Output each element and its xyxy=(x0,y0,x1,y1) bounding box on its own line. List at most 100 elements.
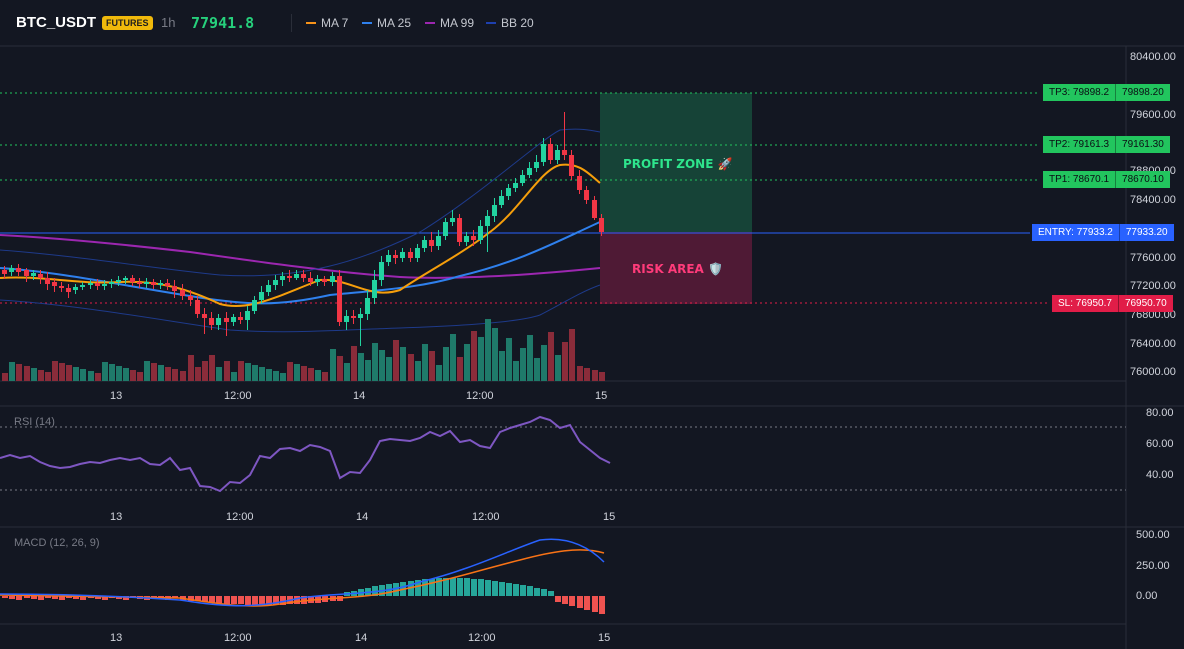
candle-body xyxy=(457,218,462,242)
tp1-tag[interactable]: TP1: 78670.1 78670.10 xyxy=(1043,171,1170,188)
candle-body xyxy=(471,236,476,240)
macd-bar xyxy=(562,596,568,604)
time-label: 12:00 xyxy=(226,511,254,523)
candle-body xyxy=(527,168,532,175)
macd-bar xyxy=(31,596,37,599)
volume-bar xyxy=(294,364,300,381)
macd-bar xyxy=(45,596,51,598)
macd-bar xyxy=(408,581,414,596)
candle-body xyxy=(73,287,78,290)
candle-body xyxy=(599,218,604,232)
entry-value: 77933.20 xyxy=(1125,227,1168,238)
macd-title: MACD (12, 26, 9) xyxy=(14,537,100,549)
volume-bar xyxy=(485,319,491,381)
volume-bar xyxy=(202,361,208,381)
volume-bar xyxy=(429,351,435,381)
macd-bar xyxy=(464,578,470,596)
bb-lower-line xyxy=(0,284,601,333)
macd-bar xyxy=(294,596,300,604)
time-label: 12:00 xyxy=(466,390,494,402)
sl-tag[interactable]: SL: 76950.7 76950.70 xyxy=(1052,295,1173,312)
legend-ma25[interactable]: MA 25 xyxy=(362,16,411,30)
price-tick: 77600.00 xyxy=(1130,252,1176,264)
macd-bar xyxy=(102,596,108,600)
time-label: 14 xyxy=(355,632,367,644)
candle-body xyxy=(151,282,156,285)
candle-body xyxy=(195,300,200,314)
time-label: 13 xyxy=(110,511,122,523)
volume-group xyxy=(2,319,605,381)
tp2-value: 79161.30 xyxy=(1122,139,1164,150)
candle-body xyxy=(209,318,214,325)
candle-body xyxy=(116,280,121,282)
candle-body xyxy=(322,279,327,282)
candle-body xyxy=(577,176,582,190)
candle-body xyxy=(344,316,349,322)
volume-bar xyxy=(95,373,101,381)
macd-bar xyxy=(38,596,44,600)
time-label: 13 xyxy=(110,632,122,644)
candle-body xyxy=(555,150,560,160)
time-label: 15 xyxy=(598,632,610,644)
macd-bar xyxy=(301,596,307,604)
macd-bar xyxy=(231,596,237,604)
volume-bar xyxy=(102,362,108,381)
candle-body xyxy=(562,150,567,155)
legend-bb20[interactable]: BB 20 xyxy=(486,16,534,30)
candle-body xyxy=(294,274,299,278)
candle-body xyxy=(337,276,342,322)
volume-bar xyxy=(499,351,505,381)
symbol-name[interactable]: BTC_USDT xyxy=(16,14,97,31)
volume-bar xyxy=(577,366,583,381)
volume-bar xyxy=(457,357,463,381)
last-price: 77941.8 xyxy=(191,14,255,32)
tp3-tag[interactable]: TP3: 79898.2 79898.20 xyxy=(1043,84,1170,101)
macd-bar xyxy=(172,596,178,598)
candle-body xyxy=(541,144,546,162)
volume-bar xyxy=(562,342,568,381)
macd-bar xyxy=(592,596,598,612)
time-label: 12:00 xyxy=(472,511,500,523)
candle-body xyxy=(422,240,427,248)
volume-bar xyxy=(287,362,293,381)
volume-bar xyxy=(330,349,336,381)
volume-bar xyxy=(527,335,533,381)
entry-tag[interactable]: ENTRY: 77933.2 77933.20 xyxy=(1032,224,1174,241)
legend-ma7[interactable]: MA 7 xyxy=(306,16,348,30)
candle-body xyxy=(202,314,207,318)
macd-bar xyxy=(599,596,605,614)
candle-body xyxy=(24,270,29,276)
tp2-tag[interactable]: TP2: 79161.3 79161.30 xyxy=(1043,136,1170,153)
candle-body xyxy=(534,162,539,168)
candle-body xyxy=(492,205,497,216)
macd-bar xyxy=(245,596,251,605)
volume-bar xyxy=(224,361,230,381)
candle-body xyxy=(88,283,93,285)
volume-bar xyxy=(506,338,512,381)
candle-body xyxy=(408,252,413,258)
candle-body xyxy=(245,311,250,320)
macd-bar xyxy=(2,596,8,598)
macd-tick: 250.00 xyxy=(1136,560,1170,572)
volume-bar xyxy=(450,334,456,381)
candle-body xyxy=(259,292,264,300)
time-label: 12:00 xyxy=(224,390,252,402)
candle-body xyxy=(80,285,85,287)
ma7-swatch xyxy=(306,22,316,24)
candle-body xyxy=(443,222,448,236)
timeframe-label[interactable]: 1h xyxy=(161,15,176,30)
candle-body xyxy=(16,268,21,272)
entry-label: ENTRY: 77933.2 xyxy=(1032,224,1120,241)
volume-bar xyxy=(24,366,30,381)
macd-bar xyxy=(273,596,279,605)
volume-bar xyxy=(144,361,150,381)
time-label: 15 xyxy=(603,511,615,523)
candle-body xyxy=(478,226,483,240)
candle-body xyxy=(188,296,193,300)
ma25-swatch xyxy=(362,22,372,24)
legend-ma99[interactable]: MA 99 xyxy=(425,16,474,30)
volume-bar xyxy=(555,355,561,381)
volume-bar xyxy=(266,369,272,381)
volume-bar xyxy=(513,361,519,381)
